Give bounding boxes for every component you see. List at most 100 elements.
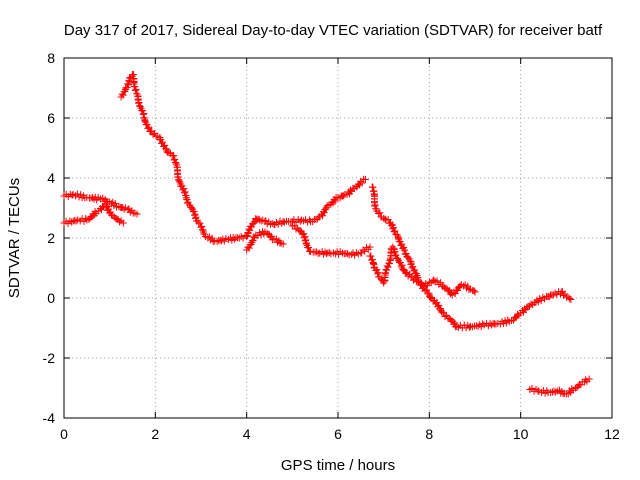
data-point-marker — [135, 99, 143, 107]
data-point-marker — [362, 244, 370, 252]
data-point-marker — [213, 237, 221, 245]
data-point-marker — [248, 223, 256, 231]
data-point-marker — [243, 233, 251, 240]
data-point-marker — [524, 303, 532, 311]
data-point-marker — [367, 252, 375, 260]
data-point-marker — [192, 213, 200, 221]
data-point-marker — [500, 320, 508, 328]
data-point-marker — [319, 212, 327, 220]
data-point-marker — [465, 286, 473, 294]
series-track-4 — [243, 228, 287, 254]
data-point-marker — [292, 225, 300, 233]
data-point-marker — [470, 287, 478, 295]
data-point-marker — [402, 250, 410, 258]
x-tick-label: 6 — [334, 426, 342, 442]
series-track-3 — [117, 71, 369, 246]
data-point-marker — [391, 227, 399, 235]
data-point-marker — [394, 255, 402, 263]
data-point-marker — [68, 218, 76, 226]
y-tick-label: 0 — [47, 290, 55, 306]
chart-title: Day 317 of 2017, Sidereal Day-to-day VTE… — [64, 22, 603, 39]
x-tick-label: 10 — [513, 426, 529, 442]
data-point-marker — [180, 185, 188, 193]
data-point-marker — [361, 247, 369, 255]
data-point-marker — [323, 202, 331, 210]
data-point-marker — [82, 215, 90, 223]
data-point-marker — [119, 219, 127, 227]
data-point-marker — [552, 388, 560, 396]
data-point-marker — [577, 381, 585, 389]
data-point-marker — [449, 317, 457, 325]
data-point-marker — [381, 215, 389, 223]
data-point-marker — [585, 375, 593, 383]
data-point-marker — [404, 253, 412, 261]
data-point-marker — [409, 263, 417, 271]
x-tick-label: 4 — [243, 426, 251, 442]
data-point-marker — [392, 251, 400, 259]
y-tick-label: 6 — [47, 110, 55, 126]
data-point-marker — [361, 176, 369, 183]
y-tick-labels: -4 -2 0 2 4 6 8 — [43, 50, 56, 426]
data-point-marker — [133, 210, 141, 218]
data-point-marker — [358, 249, 366, 257]
data-point-marker — [399, 266, 407, 274]
data-point-marker — [404, 272, 412, 280]
data-point-marker — [245, 244, 253, 252]
data-point-marker — [131, 82, 139, 90]
data-point-marker — [401, 246, 409, 254]
data-point-marker — [453, 323, 461, 330]
data-point-marker — [454, 284, 462, 292]
data-point-marker — [389, 224, 397, 232]
data-point-marker — [141, 117, 149, 125]
data-point-marker — [300, 230, 308, 238]
y-tick-label: 8 — [47, 50, 55, 66]
data-point-marker — [543, 387, 551, 395]
data-point-marker — [488, 321, 496, 329]
data-point-marker — [139, 110, 147, 118]
data-point-marker — [304, 244, 312, 252]
data-point-marker — [172, 159, 180, 167]
data-point-marker — [188, 204, 196, 212]
x-tick-labels: 0 2 4 6 8 10 12 — [60, 426, 620, 442]
data-point-marker — [198, 222, 206, 230]
data-point-marker — [442, 311, 450, 319]
data-point-marker — [343, 249, 351, 257]
y-tick-label: -2 — [43, 350, 56, 366]
data-point-marker — [274, 220, 282, 228]
data-point-marker — [131, 86, 139, 94]
data-point-marker — [568, 385, 576, 393]
data-point-marker — [175, 177, 183, 185]
x-tick-label: 0 — [60, 426, 68, 442]
data-point-marker — [384, 263, 392, 271]
data-point-marker — [303, 240, 311, 248]
data-point-marker — [145, 123, 153, 131]
data-point-marker — [231, 235, 239, 243]
data-point-marker — [244, 229, 252, 237]
data-point-marker — [320, 209, 328, 217]
x-tick-label: 8 — [425, 426, 433, 442]
data-point-marker — [348, 251, 356, 258]
data-markers — [60, 71, 593, 398]
series-track-7 — [366, 243, 575, 332]
data-point-marker — [149, 131, 157, 139]
x-tick-label: 12 — [604, 426, 620, 442]
data-point-marker — [399, 244, 407, 252]
data-point-marker — [411, 266, 419, 274]
data-point-marker — [116, 218, 124, 226]
data-point-marker — [111, 200, 119, 208]
data-point-marker — [435, 301, 443, 309]
data-point-marker — [171, 155, 179, 163]
data-point-marker — [472, 322, 480, 330]
series-track-5 — [288, 222, 374, 259]
data-point-marker — [409, 276, 417, 284]
data-point-marker — [105, 205, 113, 213]
data-point-marker — [567, 296, 575, 303]
data-point-marker — [430, 276, 438, 284]
data-point-marker — [551, 289, 559, 297]
data-point-marker — [124, 81, 132, 89]
y-tick-label: -4 — [43, 410, 56, 426]
data-point-marker — [262, 217, 270, 225]
data-point-marker — [119, 91, 127, 99]
data-point-marker — [68, 191, 76, 199]
